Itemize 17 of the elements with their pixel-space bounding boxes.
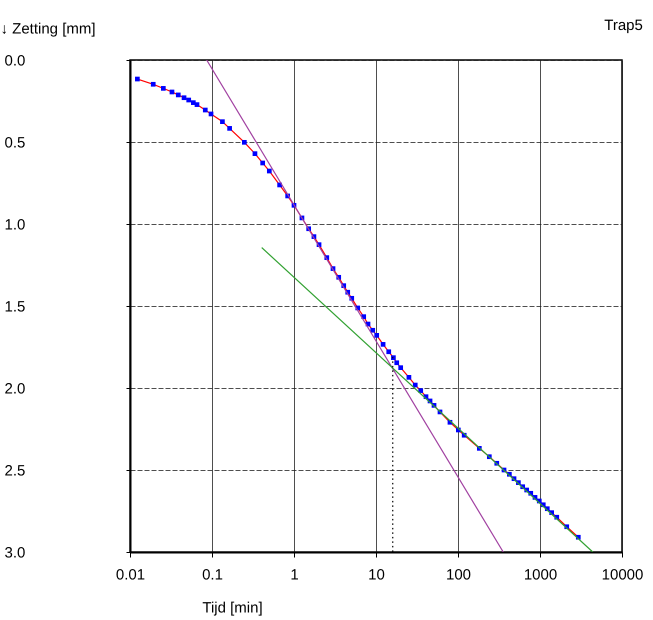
y-tick-label: 0.5 [4,134,26,152]
x-tick-label: 0.1 [202,566,223,584]
y-tick-label: 0.0 [4,52,26,70]
x-tick-label: 10 [368,566,385,584]
x-axis-title: Tijd [min] [202,600,263,616]
x-tick-label: 100 [446,566,472,584]
x-tick-label: 1 [290,566,299,584]
x-tick-label: 0.01 [116,566,146,584]
y-tick-label: 1.0 [4,216,26,234]
y-axis-title: ↓ Zetting [mm] [0,20,96,38]
y-tick-label: 1.5 [4,298,26,316]
chart-title: Trap5 [604,17,643,34]
y-tick-label: 2.0 [4,380,26,398]
x-tick-label: 10000 [602,566,644,584]
x-tick-label: 1000 [524,566,558,584]
y-tick-label: 3.0 [4,544,26,562]
y-tick-label: 2.5 [4,462,26,480]
